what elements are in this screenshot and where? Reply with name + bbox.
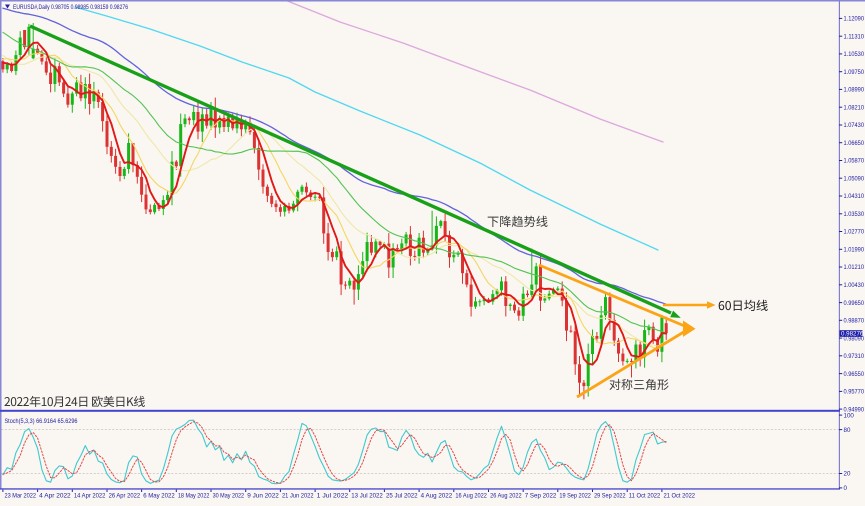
svg-text:19 Sep 2022: 19 Sep 2022: [559, 493, 591, 500]
svg-text:0.99650: 0.99650: [844, 300, 865, 307]
svg-text:1.10530: 1.10530: [844, 51, 865, 58]
svg-text:1.05870: 1.05870: [844, 158, 865, 165]
svg-text:Stoch(5,3,3) 66.9164 65.6296: Stoch(5,3,3) 66.9164 65.6296: [5, 418, 78, 425]
svg-text:1.01210: 1.01210: [844, 264, 865, 271]
svg-text:11 Oct 2022: 11 Oct 2022: [629, 493, 661, 500]
svg-text:0.98870: 0.98870: [844, 318, 865, 325]
svg-text:21 Jun 2022: 21 Jun 2022: [282, 493, 314, 500]
svg-text:4 Aug 2022: 4 Aug 2022: [421, 493, 453, 500]
svg-text:1.08210: 1.08210: [844, 104, 865, 111]
svg-text:6 May 2022: 6 May 2022: [143, 493, 175, 500]
svg-text:1.08990: 1.08990: [844, 87, 865, 94]
svg-text:21 Oct 2022: 21 Oct 2022: [664, 493, 696, 500]
svg-text:0: 0: [844, 485, 848, 492]
svg-text:16 Aug 2022: 16 Aug 2022: [455, 493, 487, 500]
svg-text:0.94990: 0.94990: [844, 406, 865, 413]
svg-text:20: 20: [844, 471, 851, 478]
svg-text:25 Jul 2022: 25 Jul 2022: [386, 493, 418, 500]
svg-text:18 May 2022: 18 May 2022: [178, 493, 210, 500]
svg-text:1.03530: 1.03530: [844, 211, 865, 218]
svg-text:1.09750: 1.09750: [844, 69, 865, 76]
svg-text:4 Apr 2022: 4 Apr 2022: [39, 493, 71, 500]
svg-text:30 May 2022: 30 May 2022: [213, 493, 245, 500]
svg-text:26 Aug 2022: 26 Aug 2022: [490, 493, 522, 500]
svg-text:26 Apr 2022: 26 Apr 2022: [109, 493, 141, 500]
svg-text:1 Jul 2022: 1 Jul 2022: [317, 493, 349, 500]
svg-text:23 Mar 2022: 23 Mar 2022: [5, 493, 37, 500]
svg-text:1.01990: 1.01990: [844, 247, 865, 254]
svg-text:1.04310: 1.04310: [844, 193, 865, 200]
svg-text:1.05090: 1.05090: [844, 175, 865, 182]
svg-text:1.07430: 1.07430: [844, 122, 865, 129]
svg-text:1.11310: 1.11310: [844, 33, 865, 40]
svg-text:0.97310: 0.97310: [844, 353, 865, 360]
svg-text:9 Jun 2022: 9 Jun 2022: [247, 493, 279, 500]
svg-text:1.00430: 1.00430: [844, 282, 865, 289]
svg-text:29 Sep 2022: 29 Sep 2022: [594, 493, 626, 500]
svg-text:100: 100: [844, 412, 855, 419]
svg-text:0.98090: 0.98090: [844, 335, 865, 342]
svg-text:EURUSD#,Daily 0.98705 0.98985: EURUSD#,Daily 0.98705 0.98985 0.98159 0.…: [13, 4, 128, 11]
svg-text:0.96550: 0.96550: [844, 371, 865, 378]
svg-text:0.95770: 0.95770: [844, 389, 865, 396]
svg-text:1.12090: 1.12090: [844, 16, 865, 23]
svg-text:7 Sep 2022: 7 Sep 2022: [525, 493, 557, 500]
svg-text:80: 80: [844, 427, 851, 434]
svg-text:0.98276: 0.98276: [841, 331, 864, 338]
svg-text:14 Apr 2022: 14 Apr 2022: [74, 493, 106, 500]
svg-text:1.06650: 1.06650: [844, 140, 865, 147]
svg-text:1.02770: 1.02770: [844, 229, 865, 236]
svg-text:13 Jul 2022: 13 Jul 2022: [351, 493, 383, 500]
